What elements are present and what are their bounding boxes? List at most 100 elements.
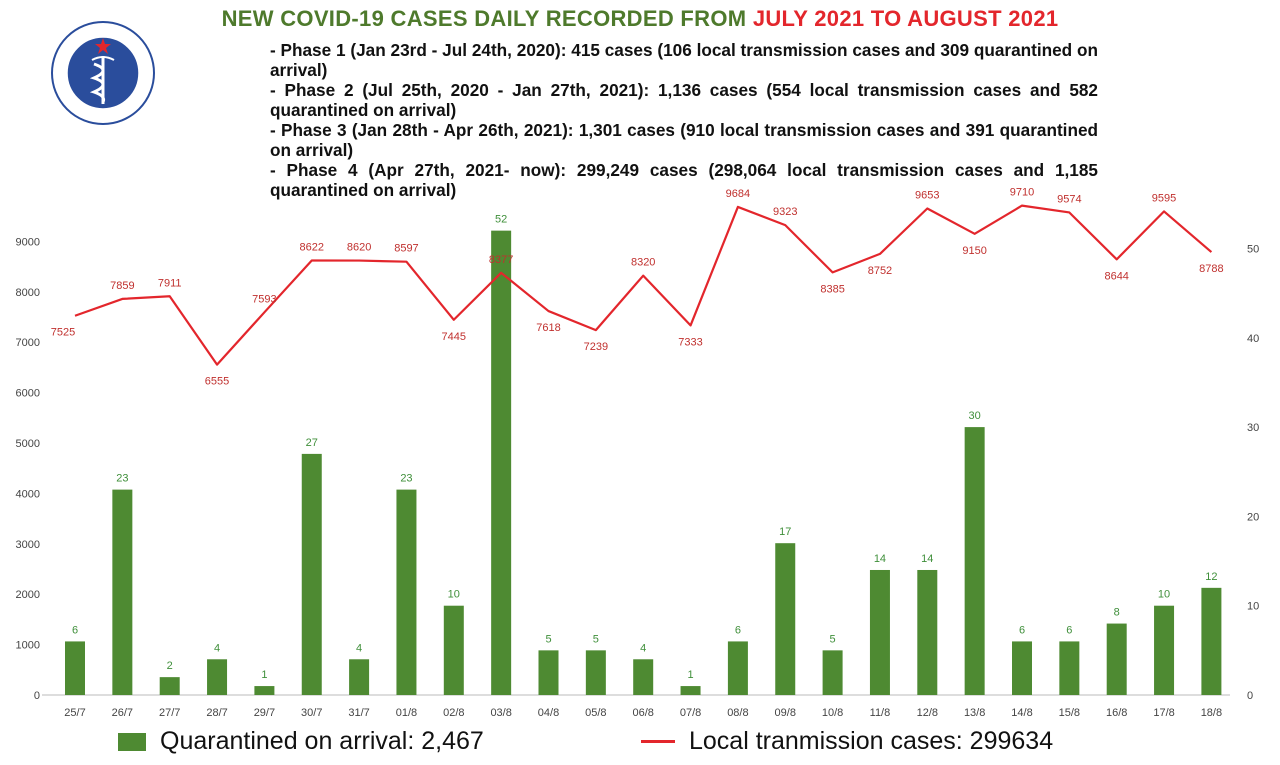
bar-quarantined xyxy=(633,659,654,695)
x-tick-label: 07/8 xyxy=(680,707,701,719)
bar-data-label: 23 xyxy=(400,473,412,485)
x-tick-label: 17/8 xyxy=(1153,707,1174,719)
legend-bar-label: Quarantined on arrival: 2,467 xyxy=(160,727,484,755)
bar-quarantined xyxy=(869,569,890,695)
line-data-label: 7333 xyxy=(678,336,702,348)
bar-quarantined xyxy=(349,659,370,695)
legend: Quarantined on arrival: 2,467 Local tran… xyxy=(0,727,1280,763)
bar-quarantined xyxy=(775,543,796,695)
y-left-tick-label: 4000 xyxy=(16,488,40,500)
bar-data-label: 1 xyxy=(261,669,267,681)
line-data-label: 8644 xyxy=(1104,270,1128,282)
bar-data-label: 17 xyxy=(779,526,791,538)
x-tick-label: 09/8 xyxy=(775,707,796,719)
phase-4-text: - Phase 4 (Apr 27th, 2021- now): 299,249… xyxy=(270,160,1098,200)
line-data-label: 8385 xyxy=(820,283,844,295)
line-data-label: 9653 xyxy=(915,189,939,201)
line-data-label: 8622 xyxy=(300,241,324,253)
x-tick-label: 15/8 xyxy=(1059,707,1080,719)
bar-data-label: 23 xyxy=(116,473,128,485)
bar-data-label: 2 xyxy=(167,660,173,672)
x-tick-label: 26/7 xyxy=(112,707,133,719)
x-tick-label: 25/7 xyxy=(64,707,85,719)
line-data-label: 9684 xyxy=(726,188,750,200)
x-tick-label: 30/7 xyxy=(301,707,322,719)
legend-line-label: Local tranmission cases: 299634 xyxy=(689,727,1054,755)
bar-data-label: 30 xyxy=(969,410,981,422)
bar-quarantined xyxy=(1012,641,1032,695)
bar-quarantined xyxy=(585,650,606,695)
y-left-tick-label: 9000 xyxy=(16,236,40,248)
chart-title: NEW COVID-19 CASES DAILY RECORDED FROM J… xyxy=(0,6,1280,32)
bar-quarantined xyxy=(1201,587,1222,695)
line-data-label: 7593 xyxy=(252,293,276,305)
x-tick-label: 28/7 xyxy=(206,707,227,719)
bar-data-label: 14 xyxy=(874,553,886,565)
x-tick-label: 06/8 xyxy=(632,707,653,719)
bar-quarantined xyxy=(254,686,275,695)
line-data-label: 6555 xyxy=(205,376,229,388)
bar-quarantined xyxy=(301,453,322,695)
x-tick-label: 29/7 xyxy=(254,707,275,719)
bar-data-label: 5 xyxy=(830,633,836,645)
phase-2-text: - Phase 2 (Jul 25th, 2020 - Jan 27th, 20… xyxy=(270,80,1098,120)
bar-data-label: 52 xyxy=(495,214,507,226)
x-tick-label: 02/8 xyxy=(443,707,464,719)
bar-data-label: 27 xyxy=(306,437,318,449)
bar-data-label: 5 xyxy=(545,633,551,645)
line-data-label: 7445 xyxy=(442,331,466,343)
bar-quarantined xyxy=(727,641,748,695)
y-left-tick-label: 0 xyxy=(34,690,40,702)
bar-quarantined xyxy=(396,489,417,695)
line-data-label: 7911 xyxy=(158,277,182,289)
bar-quarantined xyxy=(1154,605,1175,695)
x-tick-label: 08/8 xyxy=(727,707,748,719)
y-left-tick-label: 7000 xyxy=(16,337,40,349)
bar-quarantined xyxy=(680,686,701,695)
line-data-label: 9595 xyxy=(1152,192,1176,204)
bar-quarantined xyxy=(65,641,85,695)
line-data-label: 8377 xyxy=(489,254,513,266)
line-data-label: 7859 xyxy=(110,280,134,292)
bar-data-label: 5 xyxy=(593,633,599,645)
title-part1: NEW COVID-19 CASES DAILY RECORDED FROM xyxy=(221,6,753,31)
y-left-tick-label: 8000 xyxy=(16,287,40,299)
bar-data-label: 10 xyxy=(448,589,460,601)
line-data-label: 8597 xyxy=(394,243,418,255)
legend-bar-swatch xyxy=(118,732,146,751)
bar-data-label: 8 xyxy=(1114,607,1120,619)
legend-item-line: Local tranmission cases: 299634 xyxy=(641,727,1053,756)
title-part2: JULY 2021 TO AUGUST 2021 xyxy=(752,6,1059,31)
y-left-tick-label: 6000 xyxy=(16,388,40,400)
bar-data-label: 12 xyxy=(1205,571,1217,583)
x-tick-label: 03/8 xyxy=(490,707,511,719)
x-tick-label: 04/8 xyxy=(538,707,559,719)
y-left-tick-label: 1000 xyxy=(16,640,40,652)
bar-data-label: 6 xyxy=(1066,624,1072,636)
x-tick-label: 31/7 xyxy=(348,707,369,719)
line-data-label: 9574 xyxy=(1057,193,1081,205)
x-tick-label: 18/8 xyxy=(1201,707,1222,719)
x-tick-label: 01/8 xyxy=(396,707,417,719)
y-left-tick-label: 2000 xyxy=(16,589,40,601)
line-data-label: 8788 xyxy=(1199,263,1223,275)
bar-quarantined xyxy=(538,650,559,695)
y-left-tick-label: 3000 xyxy=(16,539,40,551)
y-right-tick-label: 30 xyxy=(1247,422,1259,434)
bar-data-label: 1 xyxy=(687,669,693,681)
bar-data-label: 6 xyxy=(72,624,78,636)
x-tick-label: 05/8 xyxy=(585,707,606,719)
line-data-label: 9710 xyxy=(1010,187,1034,199)
line-data-label: 8320 xyxy=(631,257,655,269)
line-data-label: 7525 xyxy=(51,327,75,339)
y-left-tick-label: 5000 xyxy=(16,438,40,450)
phase-summary: - Phase 1 (Jan 23rd - Jul 24th, 2020): 4… xyxy=(270,40,1098,200)
phase-1-text: - Phase 1 (Jan 23rd - Jul 24th, 2020): 4… xyxy=(270,40,1098,80)
bar-quarantined xyxy=(964,427,985,695)
legend-line-swatch xyxy=(641,740,675,743)
bar-data-label: 6 xyxy=(735,624,741,636)
bar-quarantined xyxy=(491,230,512,695)
bar-quarantined xyxy=(1106,623,1127,695)
line-data-label: 9150 xyxy=(962,245,986,257)
